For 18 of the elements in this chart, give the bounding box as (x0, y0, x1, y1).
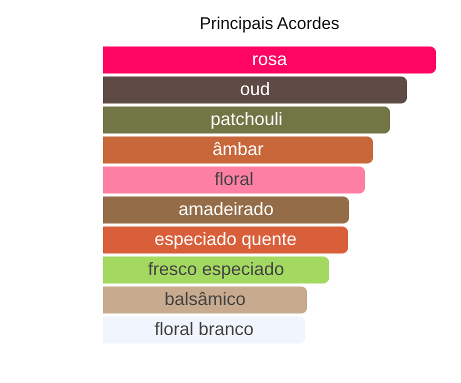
bar (103, 136, 374, 164)
y-tick-label: balsâmico (164, 289, 246, 309)
chart-title: Principais Acordes (200, 14, 340, 33)
y-tick-label: floral branco (154, 319, 254, 339)
y-tick-label: âmbar (212, 139, 264, 159)
bar (103, 106, 390, 134)
y-tick-label: especiado quente (154, 229, 297, 249)
bar (103, 76, 408, 104)
y-tick-label: rosa (252, 49, 288, 69)
bar (103, 166, 366, 194)
y-tick-label: amadeirado (178, 199, 274, 219)
y-tick-label: oud (240, 79, 270, 99)
bar (103, 286, 308, 314)
bar (103, 46, 436, 74)
bar (103, 196, 350, 224)
y-tick-label: patchouli (210, 109, 283, 129)
y-tick-label: floral (214, 169, 254, 189)
y-tick-label: fresco especiado (148, 259, 284, 279)
